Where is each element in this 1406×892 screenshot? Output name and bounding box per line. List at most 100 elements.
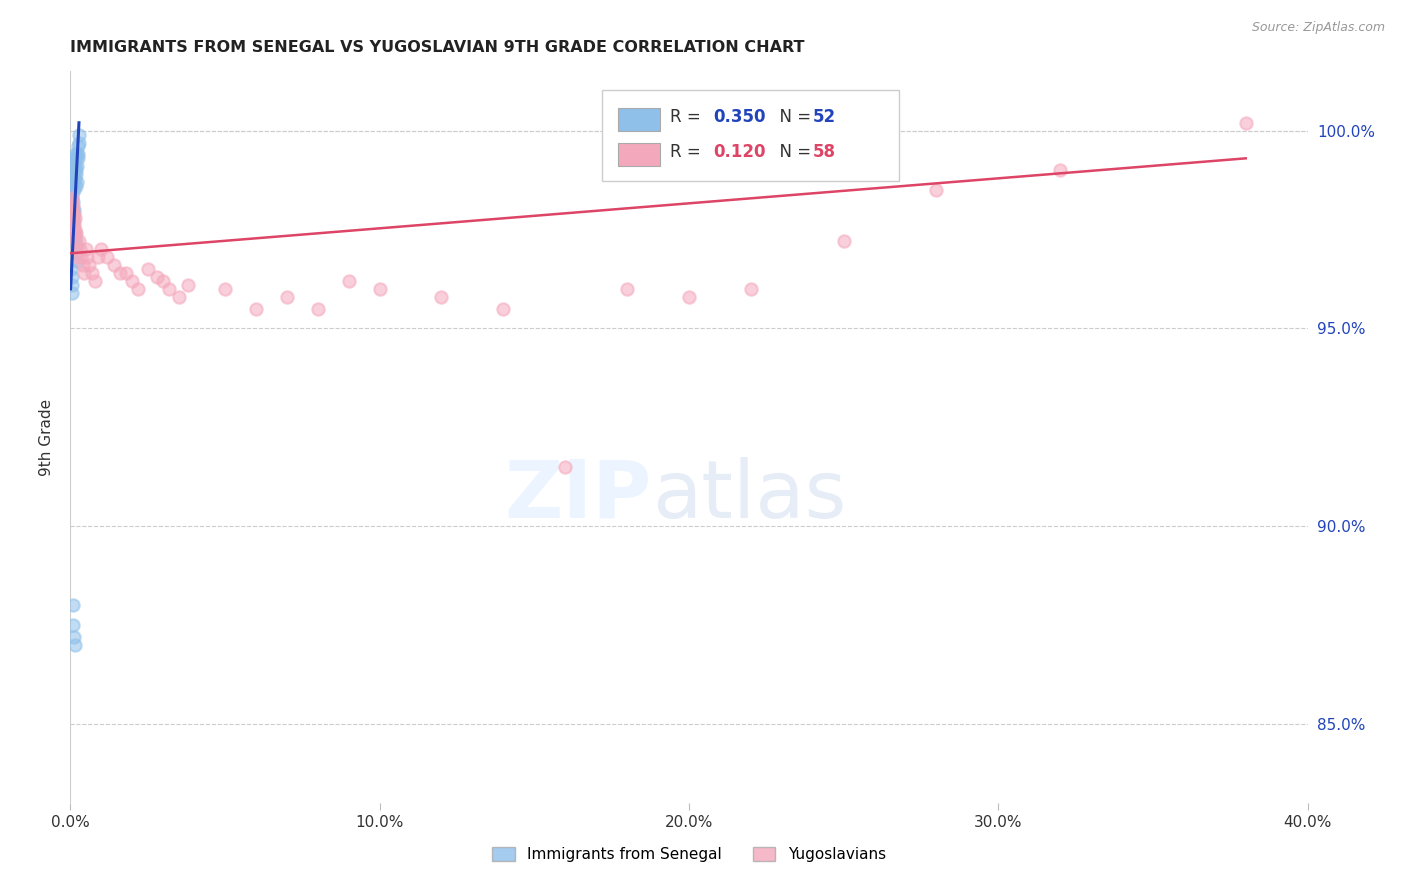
Point xyxy=(1234,116,1257,130)
Point xyxy=(60,214,83,228)
Point xyxy=(73,266,96,280)
Point xyxy=(62,618,84,632)
Point xyxy=(63,159,86,173)
Point xyxy=(60,211,83,225)
Point xyxy=(90,242,112,256)
Point xyxy=(63,175,86,189)
Point xyxy=(276,290,298,304)
Point xyxy=(84,274,107,288)
Point xyxy=(67,250,90,264)
Point xyxy=(108,266,131,280)
FancyBboxPatch shape xyxy=(602,90,900,181)
Point xyxy=(60,222,83,236)
Text: 52: 52 xyxy=(813,108,835,126)
Point xyxy=(554,459,576,474)
Point xyxy=(60,285,83,300)
Text: R =: R = xyxy=(671,143,711,161)
Point xyxy=(925,183,948,197)
Point xyxy=(65,147,87,161)
Point xyxy=(245,301,267,316)
Point xyxy=(62,194,84,209)
FancyBboxPatch shape xyxy=(619,143,661,167)
Point xyxy=(115,266,138,280)
Point xyxy=(616,282,638,296)
Point xyxy=(60,194,83,209)
Point xyxy=(62,222,84,236)
Point xyxy=(76,250,98,264)
Point xyxy=(152,274,174,288)
Point xyxy=(66,242,89,256)
Point xyxy=(65,179,87,194)
Point xyxy=(67,139,90,153)
Point xyxy=(62,202,84,217)
Point xyxy=(62,171,84,186)
Point xyxy=(62,163,84,178)
Point xyxy=(65,246,87,260)
Point xyxy=(65,227,87,241)
Point xyxy=(60,171,83,186)
Point xyxy=(62,186,84,201)
Point xyxy=(62,214,84,228)
Text: IMMIGRANTS FROM SENEGAL VS YUGOSLAVIAN 9TH GRADE CORRELATION CHART: IMMIGRANTS FROM SENEGAL VS YUGOSLAVIAN 9… xyxy=(70,40,804,55)
Point xyxy=(62,155,84,169)
Point xyxy=(63,227,86,241)
FancyBboxPatch shape xyxy=(619,108,661,131)
Point xyxy=(307,301,329,316)
Point xyxy=(63,207,86,221)
Text: 0.120: 0.120 xyxy=(714,143,766,161)
Point xyxy=(214,282,236,296)
Point xyxy=(740,282,762,296)
Point xyxy=(60,183,83,197)
Point xyxy=(66,254,89,268)
Y-axis label: 9th Grade: 9th Grade xyxy=(38,399,53,475)
Point xyxy=(63,638,86,652)
Text: atlas: atlas xyxy=(652,457,846,534)
Legend: Immigrants from Senegal, Yugoslavians: Immigrants from Senegal, Yugoslavians xyxy=(486,841,891,868)
Point xyxy=(678,290,700,304)
Point xyxy=(62,159,84,173)
Point xyxy=(66,175,89,189)
Point xyxy=(75,242,97,256)
Point xyxy=(60,191,83,205)
Point xyxy=(77,258,100,272)
Point xyxy=(67,147,90,161)
Point xyxy=(62,214,84,228)
Point xyxy=(63,227,86,241)
Point xyxy=(80,266,103,280)
Point xyxy=(65,163,87,178)
Point xyxy=(60,175,83,189)
Point xyxy=(167,290,190,304)
Point xyxy=(70,250,93,264)
Point xyxy=(62,598,84,612)
Point xyxy=(60,211,83,225)
Point xyxy=(121,274,143,288)
Point xyxy=(157,282,180,296)
Point xyxy=(177,277,200,292)
Point xyxy=(66,152,89,166)
Point xyxy=(63,171,86,186)
Point xyxy=(136,262,159,277)
Point xyxy=(492,301,515,316)
Point xyxy=(67,136,90,150)
Point xyxy=(832,235,855,249)
Point xyxy=(62,211,84,225)
Point xyxy=(430,290,453,304)
Point xyxy=(67,128,90,142)
Point xyxy=(60,167,83,181)
Point xyxy=(60,262,83,277)
Point xyxy=(63,211,86,225)
Point xyxy=(87,250,110,264)
Point xyxy=(60,202,83,217)
Point xyxy=(62,199,84,213)
Point xyxy=(60,219,83,233)
Point xyxy=(65,222,87,236)
Point xyxy=(72,258,94,272)
Text: 0.350: 0.350 xyxy=(714,108,766,126)
Point xyxy=(69,242,91,256)
Point xyxy=(60,207,83,221)
Point xyxy=(60,269,83,284)
Point xyxy=(63,630,86,644)
Point xyxy=(60,277,83,292)
Point xyxy=(65,238,87,252)
Text: N =: N = xyxy=(769,108,817,126)
